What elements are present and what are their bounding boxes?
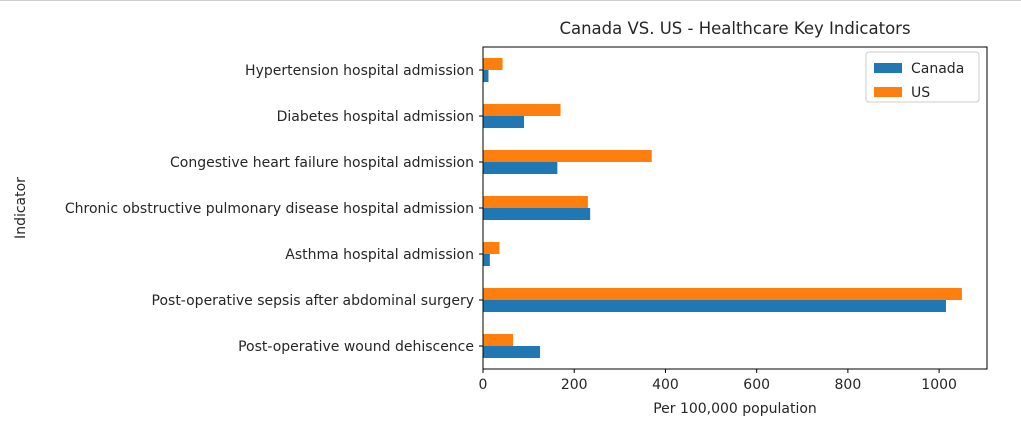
bar-canada-5 [483,116,525,128]
x-tick-label: 200 [561,377,588,393]
legend-swatch-us [874,87,902,97]
y-tick-label: Asthma hospital admission [285,247,474,263]
y-tick-label: Post-operative sepsis after abdominal su… [152,293,474,309]
bar-canada-3 [483,208,591,220]
y-axis-title: Indicator [13,177,29,239]
bar-us-5 [483,104,561,116]
y-tick-label: Chronic obstructive pulmonary disease ho… [65,201,474,217]
bar-canada-1 [483,300,946,312]
legend-label-canada: Canada [911,61,964,77]
bar-us-6 [483,58,503,70]
x-tick-label: 600 [743,377,770,393]
bar-us-2 [483,242,500,254]
bar-canada-6 [483,70,489,82]
bar-us-0 [483,334,514,346]
x-tick-label: 800 [835,377,862,393]
x-tick-label: 1000 [921,377,957,393]
y-tick-label: Hypertension hospital admission [245,63,474,79]
bars-group [483,58,962,358]
bar-canada-0 [483,346,541,358]
y-tick-label: Diabetes hospital admission [277,109,474,125]
bar-us-3 [483,196,588,208]
bar-canada-4 [483,162,558,174]
y-tick-label: Congestive heart failure hospital admiss… [170,155,474,171]
legend: Canada US [865,51,980,103]
y-tick-label: Post-operative wound dehiscence [238,339,474,355]
chart-title: Canada VS. US - Healthcare Key Indicator… [559,19,910,38]
x-axis-ticks: 0 200 400 600 800 1000 [479,369,957,393]
bar-us-1 [483,288,962,300]
x-tick-label: 0 [479,377,488,393]
bar-canada-2 [483,254,490,266]
legend-swatch-canada [874,63,902,73]
x-axis-title: Per 100,000 population [653,401,817,417]
x-tick-label: 400 [652,377,679,393]
y-axis-ticks: Post-operative wound dehiscence Post-oper… [65,63,483,355]
top-border [0,0,1021,1]
bar-us-4 [483,150,652,162]
legend-label-us: US [911,85,930,101]
